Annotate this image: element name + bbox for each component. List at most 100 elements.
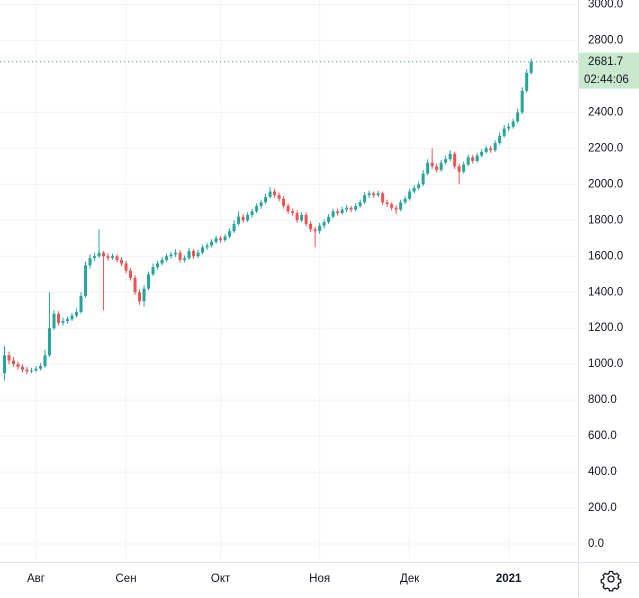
candle-body — [259, 202, 263, 206]
candle-body — [66, 319, 70, 322]
candle-body — [147, 274, 151, 289]
candle-body — [399, 202, 403, 210]
x-tick-label: Авг — [27, 573, 45, 585]
candle-body — [223, 236, 227, 241]
candle-body — [16, 364, 20, 367]
candle-body — [133, 277, 137, 293]
candle-body — [475, 155, 479, 161]
candle-body — [165, 256, 169, 260]
y-tick-label: 1000.0 — [588, 358, 623, 370]
candle-body — [84, 265, 88, 296]
candle-body — [57, 313, 61, 323]
last-price-box — [579, 52, 639, 89]
candle-body — [363, 195, 367, 203]
candle-body — [421, 173, 425, 185]
candle-body — [282, 198, 286, 206]
candle-body — [160, 259, 164, 264]
candle-body — [151, 267, 155, 275]
candle-body — [169, 254, 173, 257]
settings-icon-center[interactable] — [607, 575, 615, 583]
candle-body — [489, 148, 493, 151]
candle-body — [124, 263, 128, 271]
candle-body — [120, 259, 124, 264]
candle-body — [30, 370, 34, 372]
candle-body — [322, 222, 326, 226]
candle-body — [7, 355, 11, 361]
candle-body — [219, 238, 223, 241]
candle-body — [340, 209, 344, 214]
candle-body — [448, 153, 452, 160]
candle-body — [214, 238, 218, 242]
candle-body — [430, 162, 434, 167]
candle-body — [106, 256, 110, 259]
candle-body — [142, 288, 146, 302]
candle-body — [412, 187, 416, 192]
settings-icon-gear[interactable] — [600, 570, 622, 592]
candle-body — [502, 128, 506, 136]
y-tick-label: 1200.0 — [588, 322, 623, 334]
candle-body — [507, 126, 511, 129]
y-tick-label: 1800.0 — [588, 214, 623, 226]
candle-body — [237, 216, 241, 224]
candle-body — [318, 225, 322, 232]
candle-body — [255, 205, 259, 212]
candle-body — [178, 252, 182, 260]
candle-body — [426, 162, 430, 174]
candle-body — [336, 211, 340, 214]
candle-body — [453, 153, 457, 167]
x-tick-label: Окт — [211, 573, 231, 585]
candle-body — [250, 211, 254, 215]
candle-body — [201, 247, 205, 253]
candle-body — [493, 142, 497, 151]
candle-body — [466, 157, 470, 165]
candle-body — [480, 151, 484, 156]
y-tick-label: 2400.0 — [588, 106, 623, 118]
candle-body — [403, 198, 407, 203]
candle-body — [529, 61, 533, 73]
candle-body — [102, 252, 106, 257]
candle-body — [75, 312, 79, 316]
candle-body — [97, 252, 101, 257]
candle-body — [345, 207, 349, 210]
y-tick-label: 400.0 — [588, 466, 617, 478]
candle-body — [520, 90, 524, 113]
candle-body — [115, 256, 119, 260]
candle-body — [210, 241, 214, 246]
candle-body — [232, 223, 236, 232]
candle-body — [331, 211, 335, 217]
y-tick-label: 1600.0 — [588, 250, 623, 262]
candle-body — [349, 207, 353, 210]
y-tick-label: 3000.0 — [588, 0, 623, 11]
candle-body — [408, 191, 412, 199]
candle-body — [21, 366, 25, 370]
candle-body — [43, 355, 47, 366]
candle-body — [381, 193, 385, 203]
candle-body — [484, 148, 488, 152]
candle-body — [394, 207, 398, 210]
candle-body — [367, 193, 371, 196]
candle-body — [354, 205, 358, 210]
y-tick-label: 2200.0 — [588, 142, 623, 154]
candle-body — [268, 191, 272, 197]
candle-body — [390, 204, 394, 208]
x-tick-label: Ноя — [309, 573, 330, 585]
candle-body — [3, 355, 7, 374]
candle-body — [12, 360, 16, 365]
candle-body — [196, 252, 200, 257]
candle-body — [174, 252, 178, 255]
candle-body — [183, 258, 187, 260]
candle-body — [205, 245, 209, 248]
candles — [0, 58, 578, 381]
candle-body — [300, 214, 304, 221]
candle-body — [417, 184, 421, 188]
candle-body — [511, 121, 515, 127]
last-price-label: 2681.7 — [588, 56, 623, 68]
y-tick-label: 1400.0 — [588, 286, 623, 298]
candle-body — [471, 157, 475, 161]
grid — [0, 0, 578, 562]
settings-icon[interactable] — [600, 570, 622, 592]
candle-body — [156, 263, 160, 268]
candle-body — [327, 216, 331, 223]
